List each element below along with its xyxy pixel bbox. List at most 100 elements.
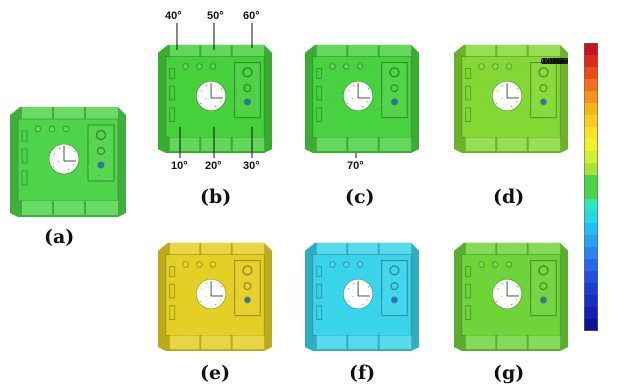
texture-dot — [553, 261, 555, 263]
bottom-block — [201, 137, 231, 152]
bottom-block — [316, 137, 347, 152]
texture-dot — [72, 177, 74, 179]
texture-dot — [494, 326, 496, 328]
texture-dot — [206, 283, 208, 285]
texture-dot — [250, 94, 252, 96]
texture-dot — [50, 127, 52, 129]
bottom-block — [201, 335, 231, 350]
colorbar-segment — [584, 67, 598, 80]
texture-dot — [183, 125, 185, 127]
texture-dot — [397, 94, 399, 96]
bottom-block — [465, 137, 496, 152]
texture-dot — [89, 154, 91, 156]
angle-label-20: 20° — [205, 160, 222, 172]
pocket-hole — [539, 84, 548, 93]
texture-dot — [109, 152, 111, 154]
panel-label-g: (g) — [493, 362, 525, 384]
colorbar-segment — [584, 139, 598, 152]
texture-dot — [207, 72, 209, 74]
pocket-hole — [391, 296, 398, 304]
texture-dot — [82, 185, 84, 187]
texture-dot — [375, 121, 377, 123]
texture-dot — [192, 267, 194, 269]
texture-dot — [185, 99, 187, 102]
texture-dot — [52, 179, 54, 181]
texture-dot — [353, 283, 355, 285]
texture-dot — [524, 121, 526, 123]
texture-dot — [406, 114, 408, 116]
texture-dot — [375, 319, 377, 321]
texture-dot — [361, 316, 363, 318]
pocket-hole — [538, 67, 549, 78]
texture-dot — [508, 67, 510, 69]
slot — [169, 68, 176, 79]
texture-dot — [493, 64, 495, 66]
pocket-hole — [389, 265, 400, 276]
texture-dot — [333, 87, 335, 89]
texture-dot — [235, 91, 237, 93]
texture-dot — [228, 319, 230, 321]
texture-dot — [544, 119, 546, 121]
top-block — [497, 44, 527, 57]
top-block — [232, 242, 265, 255]
texture-dot — [98, 175, 100, 177]
texture-dot — [479, 323, 481, 325]
colorbar-segment — [584, 103, 598, 116]
colorbar-tick-label: 1.3391 — [541, 57, 566, 66]
texture-dot — [525, 306, 527, 308]
texture-dot — [51, 192, 53, 194]
bottom-block — [232, 335, 265, 350]
texture-dot — [540, 309, 542, 311]
texture-dot — [81, 198, 83, 200]
pocket-hole — [538, 265, 549, 276]
texture-dot — [546, 94, 548, 96]
texture-dot — [395, 317, 397, 319]
texture-dot — [539, 322, 541, 324]
texture-dot — [197, 64, 199, 66]
colorbar-segment — [584, 91, 598, 104]
texture-dot — [537, 271, 539, 273]
texture-dot — [473, 66, 475, 68]
texture-dot — [337, 293, 339, 295]
part-map-c — [304, 44, 420, 154]
pocket-hole — [540, 98, 547, 106]
panel-label-b: (b) — [200, 186, 232, 208]
texture-dot — [316, 109, 318, 111]
slot — [169, 283, 176, 299]
texture-dot — [43, 158, 45, 160]
texture-dot — [352, 295, 354, 298]
texture-dot — [215, 303, 217, 306]
panel-label-d: (d) — [493, 186, 525, 208]
slot — [316, 283, 323, 299]
texture-dot — [227, 134, 229, 136]
texture-dot — [65, 130, 67, 132]
bottom-block — [54, 201, 84, 215]
colorbar-tick-label: -0.5130 — [541, 57, 569, 66]
slot — [465, 305, 472, 320]
small-hole — [329, 63, 336, 70]
texture-dot — [384, 65, 386, 67]
texture-dot — [474, 130, 476, 132]
texture-dot — [35, 124, 37, 126]
texture-dot — [471, 290, 473, 292]
colorbar-segment — [584, 187, 598, 200]
top-block — [497, 242, 527, 255]
texture-dot — [333, 285, 335, 287]
texture-dot — [331, 310, 333, 312]
texture-dot — [257, 63, 259, 65]
texture-dot — [206, 85, 208, 87]
texture-dot — [362, 105, 364, 108]
texture-dot — [355, 257, 357, 259]
texture-dot — [361, 118, 363, 120]
texture-dot — [198, 326, 200, 328]
texture-dot — [367, 88, 370, 90]
texture-dot — [517, 273, 520, 275]
texture-dot — [205, 97, 207, 100]
texture-dot — [186, 285, 188, 287]
slot — [465, 107, 472, 122]
texture-dot — [348, 90, 350, 92]
top-block — [169, 44, 200, 57]
small-hole — [505, 261, 513, 268]
texture-dot — [403, 274, 405, 276]
pocket-hole — [540, 296, 547, 304]
